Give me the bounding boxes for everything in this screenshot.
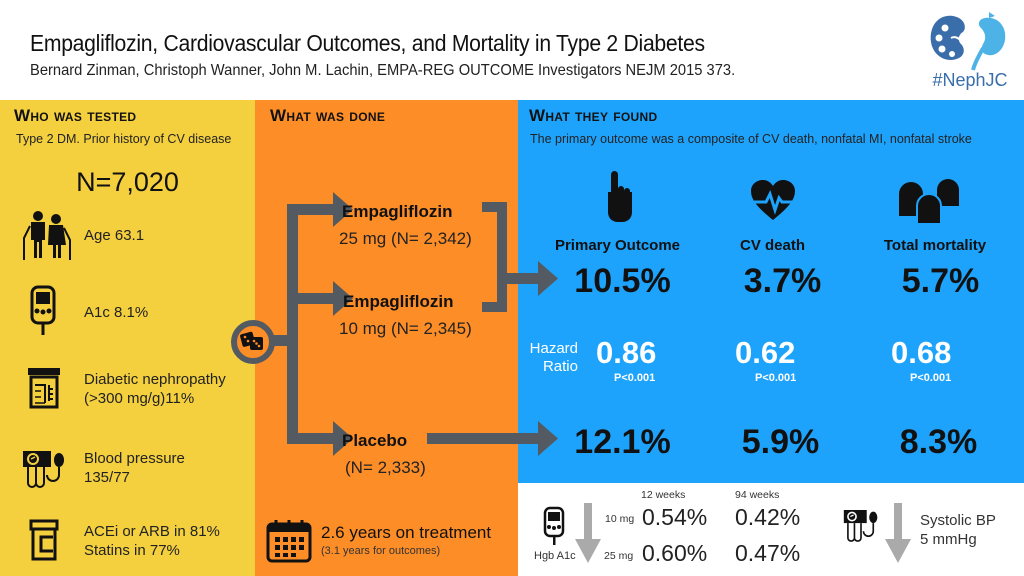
heart-pulse-icon xyxy=(750,180,796,222)
hazard-ratio-label-line1: Hazard xyxy=(529,340,578,357)
empagliflozin-rate-cv-death: 3.7% xyxy=(743,262,822,300)
outcome-label-cv-death: CV death xyxy=(739,237,805,254)
p-value-primary: P<0.001 xyxy=(614,372,656,384)
week-label-12: 12 weeks xyxy=(641,489,686,501)
stat-a1c: A1c 8.1% xyxy=(84,304,149,321)
treatment-duration: 2.6 years on treatment xyxy=(321,523,492,542)
systolic-bp-change: Systolic BP 5 mmHg xyxy=(920,511,996,549)
stat-blood-pressure: Blood pressure 135/77 xyxy=(84,449,185,487)
placebo-rate-primary: 12.1% xyxy=(574,423,671,461)
arrow-head-top xyxy=(333,192,353,227)
arm-empagliflozin-25-name: Empagliflozin xyxy=(342,202,453,221)
hazard-ratio-cv-death: 0.62 xyxy=(735,335,796,370)
branch-line-bottom xyxy=(287,433,339,444)
systolic-bp-value: 5 mmHg xyxy=(920,531,977,548)
stat-nephropathy-line1: Diabetic nephropathy xyxy=(84,371,226,388)
dose-label-10mg: 10 mg xyxy=(605,513,635,525)
calendar-icon xyxy=(266,517,312,563)
secondary-outcomes-panel xyxy=(518,483,1024,576)
total-enrolled: N=7,020 xyxy=(76,167,179,197)
arm-empagliflozin-10-name: Empagliflozin xyxy=(343,292,454,311)
a1c-25mg-94wk: 0.47% xyxy=(735,540,801,566)
nephjc-logo xyxy=(925,8,1015,96)
hazard-ratio-total-mortality: 0.68 xyxy=(891,335,952,370)
arm-empagliflozin-10-detail: 10 mg (N= 2,345) xyxy=(339,319,472,338)
placebo-result-arrow xyxy=(500,421,558,456)
tombstones-icon xyxy=(897,178,965,226)
glucometer-icon xyxy=(30,285,56,337)
hazard-ratio-primary: 0.86 xyxy=(596,335,657,370)
hazard-ratio-label: Hazard Ratio xyxy=(522,340,578,376)
stat-bp-line2: 135/77 xyxy=(84,469,130,486)
a1c-10mg-12wk: 0.54% xyxy=(642,504,708,530)
hgb-a1c-label: Hgb A1c xyxy=(534,550,576,562)
urine-cup-icon xyxy=(27,367,61,409)
trunk-line xyxy=(287,204,298,444)
arm-placebo-detail: (N= 2,333) xyxy=(345,458,426,477)
bracket-top xyxy=(482,202,507,212)
outcome-duration: (3.1 years for outcomes) xyxy=(321,545,441,557)
pill-bottle-icon xyxy=(29,519,59,561)
arrow-head-placebo xyxy=(538,421,558,456)
kidney-icon xyxy=(930,12,1006,71)
arrow-head-middle xyxy=(333,281,353,316)
outcome-label-primary: Primary Outcome xyxy=(554,237,681,254)
branch-line-middle xyxy=(287,293,339,304)
empagliflozin-rate-primary: 10.5% xyxy=(574,262,671,300)
who-was-tested-title: Who was tested xyxy=(14,106,137,125)
hazard-ratio-label-line2: Ratio xyxy=(542,358,578,375)
bracket-bottom xyxy=(482,302,507,312)
a1c-decrease-arrow-icon xyxy=(575,503,601,563)
dose-label-25mg: 25 mg xyxy=(604,550,634,562)
stat-medications: ACEi or ARB in 81% Statins in 77% xyxy=(84,522,220,560)
arm-empagliflozin-25-detail: 25 mg (N= 2,342) xyxy=(339,229,472,248)
glucometer-icon xyxy=(543,506,565,546)
pointing-finger-icon xyxy=(605,170,635,224)
blood-pressure-cuff-icon xyxy=(843,507,879,549)
arm-placebo-name: Placebo xyxy=(342,431,408,450)
what-they-found-title: What they found xyxy=(529,106,658,125)
connector-line xyxy=(265,335,295,346)
elderly-couple-icon xyxy=(18,210,76,260)
bp-decrease-arrow-icon xyxy=(885,503,911,563)
stat-bp-line1: Blood pressure xyxy=(84,450,185,467)
outcome-label-total-mortality: Total mortality xyxy=(883,237,987,254)
randomization-node xyxy=(231,320,275,364)
blood-pressure-cuff-icon xyxy=(22,448,66,490)
nephjc-hashtag: #NephJC xyxy=(932,70,1008,90)
authors-citation: Bernard Zinman, Christoph Wanner, John M… xyxy=(30,62,736,79)
stat-meds-line1: ACEi or ARB in 81% xyxy=(84,523,220,540)
stat-nephropathy: Diabetic nephropathy (>300 mg/g)11% xyxy=(84,370,226,408)
infographic-title: Empagliflozin, Cardiovascular Outcomes, … xyxy=(30,30,705,56)
placebo-rate-cv-death: 5.9% xyxy=(741,423,820,461)
empagliflozin-result-arrow xyxy=(500,261,558,296)
a1c-25mg-12wk: 0.60% xyxy=(642,540,708,566)
placebo-line xyxy=(427,433,525,444)
empagliflozin-rate-total-mortality: 5.7% xyxy=(901,262,980,300)
what-they-found-panel xyxy=(518,100,1024,483)
p-value-total-mortality: P<0.001 xyxy=(910,372,952,384)
placebo-rate-total-mortality: 8.3% xyxy=(899,423,978,461)
arrow-head-bottom xyxy=(333,421,353,456)
randomization-flow-arrows xyxy=(265,192,525,456)
week-label-94: 94 weeks xyxy=(735,489,780,501)
branch-line-top xyxy=(287,204,339,215)
stat-meds-line2: Statins in 77% xyxy=(84,542,180,559)
stat-age: Age 63.1 xyxy=(84,227,145,244)
dice-icon xyxy=(240,331,263,350)
who-was-tested-panel xyxy=(0,100,255,576)
p-value-cv-death: P<0.001 xyxy=(755,372,797,384)
who-was-tested-subtitle: Type 2 DM. Prior history of CV disease xyxy=(16,132,232,146)
stat-nephropathy-line2: (>300 mg/g)11% xyxy=(84,390,195,407)
what-they-found-subtitle: The primary outcome was a composite of C… xyxy=(530,132,972,146)
systolic-bp-label: Systolic BP xyxy=(920,512,996,529)
bracket-vertical xyxy=(497,202,507,312)
what-was-done-title: What was done xyxy=(270,106,386,125)
what-was-done-panel xyxy=(255,100,518,576)
a1c-10mg-94wk: 0.42% xyxy=(735,504,801,530)
arrow-head-empagliflozin xyxy=(538,261,558,296)
